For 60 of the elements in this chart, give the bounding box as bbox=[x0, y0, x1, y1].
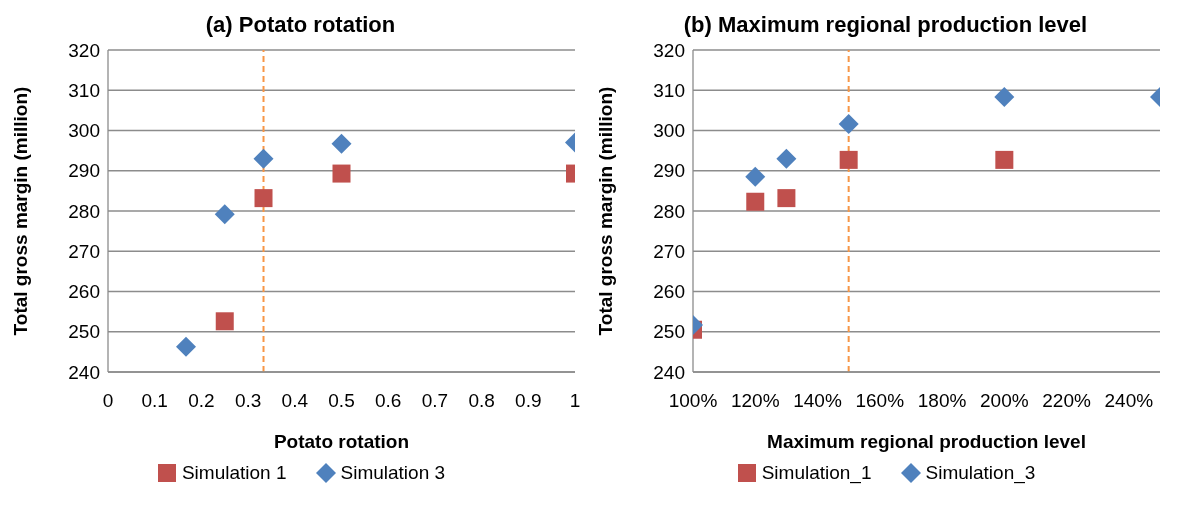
y-tick-label: 300 bbox=[653, 120, 685, 142]
point bbox=[745, 166, 766, 187]
x-tick-label: 0.9 bbox=[515, 390, 542, 412]
y-tick-label: 290 bbox=[653, 160, 685, 182]
x-tick-label: 0 bbox=[102, 390, 114, 412]
x-axis-title: Potato rotation bbox=[273, 431, 410, 452]
x-tick-label: 0.5 bbox=[328, 390, 355, 412]
x-tick-label: 100% bbox=[668, 390, 718, 412]
y-tick-label: 320 bbox=[68, 39, 100, 61]
y-axis-title: Total gross margin (million) bbox=[594, 86, 616, 336]
point bbox=[839, 150, 858, 169]
x-tick-label: 140% bbox=[793, 390, 842, 412]
y-tick-label: 260 bbox=[68, 281, 100, 303]
point bbox=[746, 192, 765, 211]
y-tick-label: 270 bbox=[653, 240, 685, 262]
point bbox=[214, 204, 235, 225]
point bbox=[777, 189, 796, 208]
x-tick-label: 0.1 bbox=[141, 390, 168, 412]
y-tick-label: 240 bbox=[653, 361, 685, 383]
x-tick-label: 0.3 bbox=[234, 390, 262, 412]
x-tick-label: 1 bbox=[569, 390, 581, 412]
point bbox=[331, 133, 352, 154]
x-tick-label: 0.2 bbox=[188, 390, 215, 412]
x-tick-label: 0.4 bbox=[281, 390, 309, 412]
point bbox=[175, 336, 196, 357]
point bbox=[215, 312, 234, 331]
legend-label: Simulation_1 bbox=[761, 462, 872, 484]
chart-title: (b) Maximum regional production level bbox=[683, 12, 1088, 37]
y-tick-label: 310 bbox=[68, 79, 100, 101]
x-axis-title: Maximum regional production level bbox=[767, 431, 1086, 452]
x-tick-label: 0.7 bbox=[421, 390, 449, 412]
x-tick-label: 180% bbox=[917, 390, 967, 412]
y-tick-label: 320 bbox=[653, 39, 685, 61]
y-tick-label: 250 bbox=[653, 321, 685, 343]
y-axis-title: Total gross margin (million) bbox=[9, 86, 31, 336]
y-tick-label: 270 bbox=[68, 240, 100, 262]
x-tick-label: 200% bbox=[980, 390, 1029, 412]
y-tick-label: 310 bbox=[653, 79, 685, 101]
point bbox=[838, 114, 859, 135]
y-tick-label: 250 bbox=[68, 321, 100, 343]
y-tick-label: 240 bbox=[68, 361, 100, 383]
legend-label: Simulation 3 bbox=[340, 462, 446, 484]
x-tick-label: 0.6 bbox=[374, 390, 402, 412]
y-tick-label: 260 bbox=[653, 281, 685, 303]
x-tick-label: 0.8 bbox=[468, 390, 495, 412]
chart-title: (a) Potato rotation bbox=[205, 12, 396, 37]
x-tick-label: 120% bbox=[730, 390, 780, 412]
legend-label: Simulation 1 bbox=[181, 462, 287, 484]
y-tick-label: 290 bbox=[68, 160, 100, 182]
x-tick-label: 160% bbox=[855, 390, 905, 412]
y-tick-label: 280 bbox=[653, 200, 685, 222]
x-tick-label: 240% bbox=[1104, 390, 1154, 412]
point bbox=[253, 148, 274, 169]
point bbox=[776, 148, 797, 169]
legend-label: Simulation_3 bbox=[925, 462, 1036, 484]
y-tick-label: 300 bbox=[68, 120, 100, 142]
point bbox=[332, 164, 351, 183]
point bbox=[254, 189, 273, 208]
y-tick-label: 280 bbox=[68, 200, 100, 222]
x-tick-label: 220% bbox=[1042, 390, 1091, 412]
